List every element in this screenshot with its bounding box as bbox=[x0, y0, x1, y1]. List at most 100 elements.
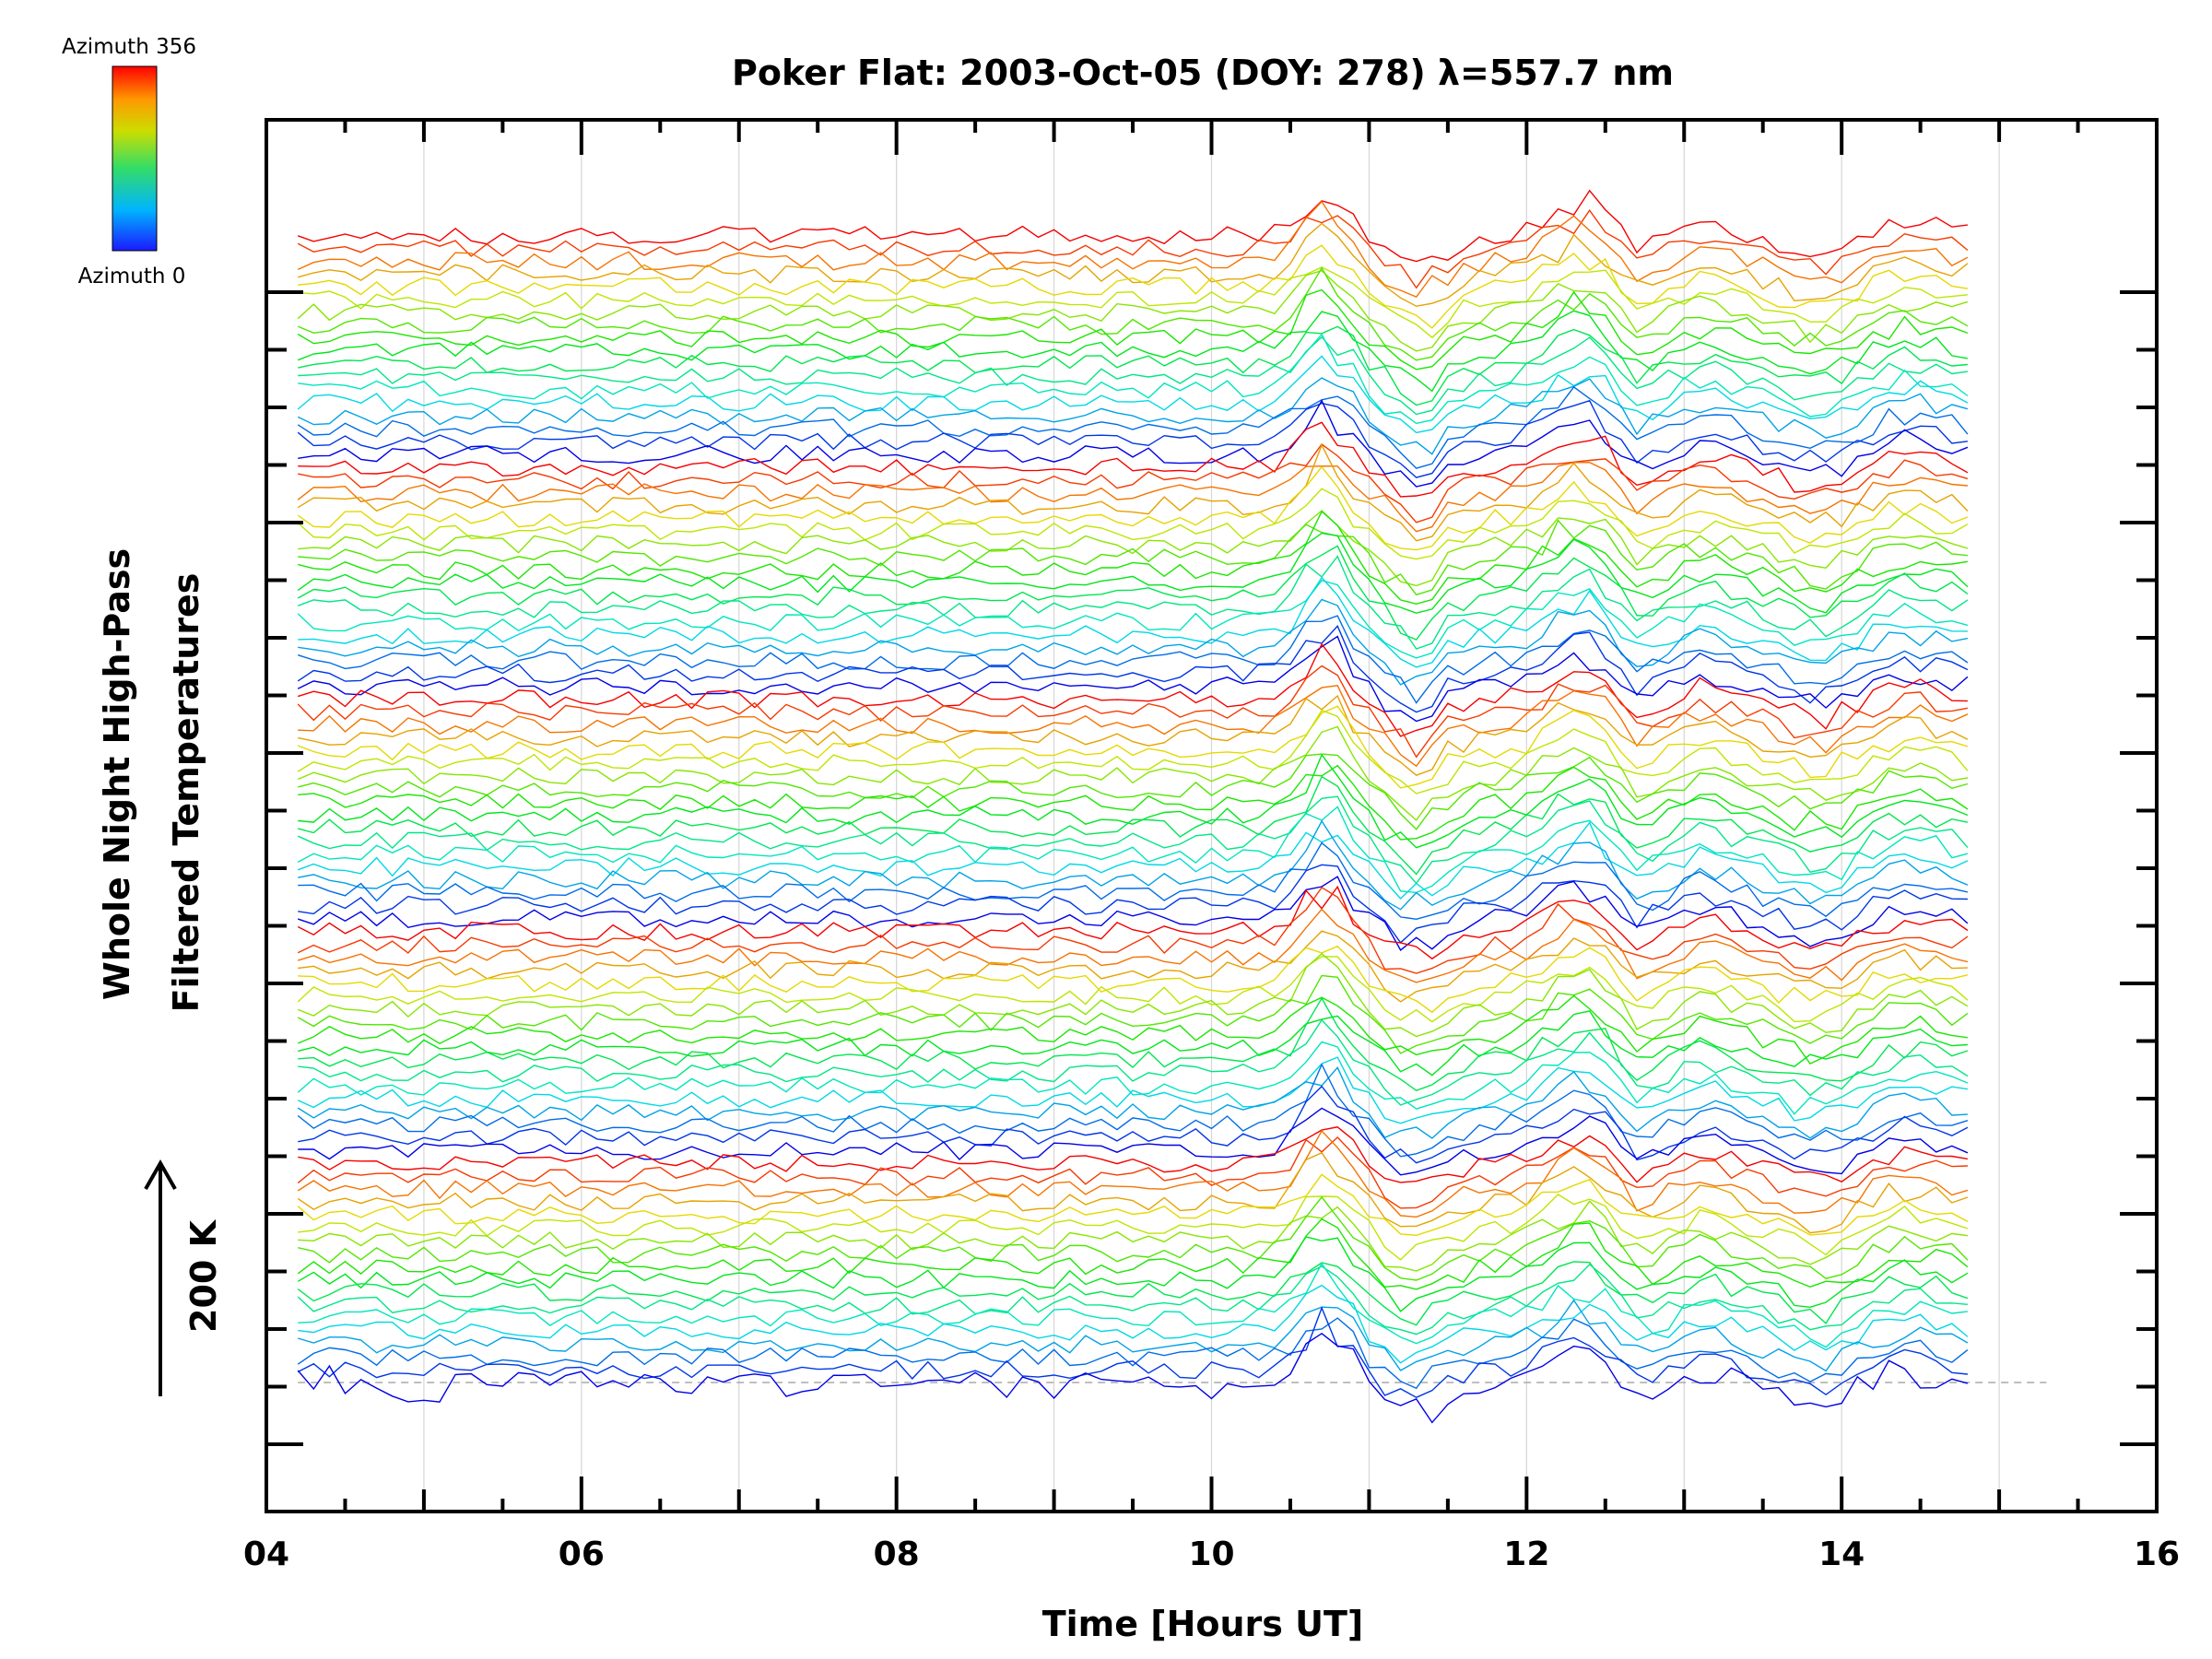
trace-41 bbox=[297, 709, 1969, 794]
trace-22 bbox=[297, 465, 1969, 551]
trace-32 bbox=[298, 598, 1969, 686]
trace-83 bbox=[297, 1263, 1968, 1335]
trace-30 bbox=[297, 579, 1969, 659]
trace-39 bbox=[298, 694, 1969, 776]
trace-47 bbox=[297, 795, 1969, 885]
x-tick-label-04: 04 bbox=[243, 1535, 289, 1573]
trace-89 bbox=[297, 1332, 1969, 1424]
trace-11 bbox=[298, 335, 1968, 416]
y-axis-label-line2: Filtered Temperatures bbox=[166, 573, 206, 1013]
trace-9 bbox=[297, 310, 1969, 393]
trace-73 bbox=[297, 1136, 1968, 1209]
trace-49 bbox=[297, 821, 1969, 900]
trace-1 bbox=[297, 208, 1969, 289]
trace-70 bbox=[298, 1085, 1969, 1164]
trace-52 bbox=[298, 864, 1968, 944]
trace-12 bbox=[298, 333, 1969, 425]
trace-28 bbox=[297, 545, 1969, 641]
trace-38 bbox=[298, 685, 1969, 768]
colorbar-top-label: Azimuth 356 bbox=[62, 35, 196, 59]
trace-61 bbox=[297, 974, 1969, 1054]
trace-74 bbox=[297, 1129, 1969, 1218]
trace-46 bbox=[298, 775, 1969, 876]
trace-65 bbox=[298, 1018, 1969, 1106]
trace-27 bbox=[297, 532, 1969, 614]
trace-42 bbox=[297, 725, 1969, 821]
trace-14 bbox=[297, 377, 1969, 455]
trace-48 bbox=[297, 806, 1969, 894]
trace-71 bbox=[298, 1107, 1969, 1176]
trace-10 bbox=[298, 325, 1968, 406]
trace-15 bbox=[297, 385, 1969, 469]
trace-66 bbox=[297, 1041, 1969, 1115]
trace-17 bbox=[298, 399, 1969, 488]
trace-77 bbox=[298, 1194, 1969, 1261]
trace-76 bbox=[297, 1173, 1969, 1237]
trace-62 bbox=[297, 994, 1968, 1065]
x-tick-label-08: 08 bbox=[874, 1535, 920, 1573]
x-tick-label-10: 10 bbox=[1188, 1535, 1234, 1573]
x-tick-label-14: 14 bbox=[1818, 1535, 1865, 1573]
colorbar-bottom-label: Azimuth 0 bbox=[78, 265, 186, 288]
trace-4 bbox=[298, 244, 1969, 329]
trace-54 bbox=[297, 885, 1969, 960]
trace-26 bbox=[298, 510, 1969, 606]
trace-43 bbox=[298, 753, 1969, 830]
trace-57 bbox=[298, 930, 1968, 1003]
trace-59 bbox=[297, 956, 1969, 1023]
trace-86 bbox=[298, 1299, 1969, 1372]
trace-50 bbox=[298, 819, 1969, 911]
trace-67 bbox=[297, 1056, 1969, 1124]
trace-72 bbox=[298, 1126, 1969, 1183]
plot-frame bbox=[265, 118, 2159, 1513]
scale-arrow bbox=[144, 1159, 177, 1396]
trace-13 bbox=[297, 355, 1969, 434]
y-axis-label-line1: Whole Night High-Pass bbox=[97, 548, 137, 1000]
trace-25 bbox=[298, 519, 1968, 596]
trace-33 bbox=[297, 615, 1969, 704]
trace-40 bbox=[297, 705, 1969, 789]
x-tick-label-12: 12 bbox=[1503, 1535, 1549, 1573]
trace-19 bbox=[298, 443, 1969, 524]
colorbar bbox=[112, 65, 158, 252]
trace-37 bbox=[297, 665, 1969, 759]
trace-60 bbox=[297, 952, 1969, 1038]
gridlines bbox=[298, 124, 2047, 1508]
trace-7 bbox=[297, 266, 1969, 361]
x-tick-label-16: 16 bbox=[2134, 1535, 2180, 1573]
trace-80 bbox=[297, 1218, 1969, 1290]
trace-56 bbox=[297, 908, 1969, 983]
trace-81 bbox=[297, 1236, 1969, 1312]
trace-6 bbox=[297, 269, 1969, 352]
trace-45 bbox=[298, 753, 1969, 849]
traces bbox=[297, 189, 1969, 1424]
trace-16 bbox=[297, 399, 1968, 478]
trace-5 bbox=[298, 266, 1968, 339]
trace-69 bbox=[297, 1063, 1969, 1158]
trace-24 bbox=[298, 510, 1969, 587]
trace-18 bbox=[298, 421, 1969, 498]
x-tick-label-06: 06 bbox=[559, 1535, 605, 1573]
trace-58 bbox=[298, 945, 1969, 1014]
trace-63 bbox=[298, 1010, 1968, 1077]
trace-2 bbox=[297, 200, 1969, 299]
trace-36 bbox=[297, 642, 1968, 737]
trace-79 bbox=[298, 1195, 1969, 1281]
trace-85 bbox=[298, 1284, 1969, 1364]
trace-8 bbox=[297, 288, 1969, 371]
trace-68 bbox=[297, 1066, 1968, 1139]
trace-35 bbox=[297, 635, 1969, 723]
x-axis-label: Time [Hours UT] bbox=[1042, 1604, 1364, 1644]
trace-84 bbox=[298, 1262, 1968, 1348]
trace-20 bbox=[297, 461, 1968, 533]
trace-21 bbox=[297, 443, 1969, 542]
x-axis: 04 06 08 10 12 14 16 bbox=[243, 1535, 2180, 1573]
scale-bar-label: 200 K bbox=[183, 1218, 224, 1333]
trace-55 bbox=[297, 886, 1969, 974]
trace-53 bbox=[297, 876, 1969, 951]
trace-23 bbox=[297, 488, 1969, 560]
trace-64 bbox=[298, 996, 1969, 1091]
trace-34 bbox=[297, 625, 1969, 713]
trace-87 bbox=[297, 1317, 1969, 1390]
